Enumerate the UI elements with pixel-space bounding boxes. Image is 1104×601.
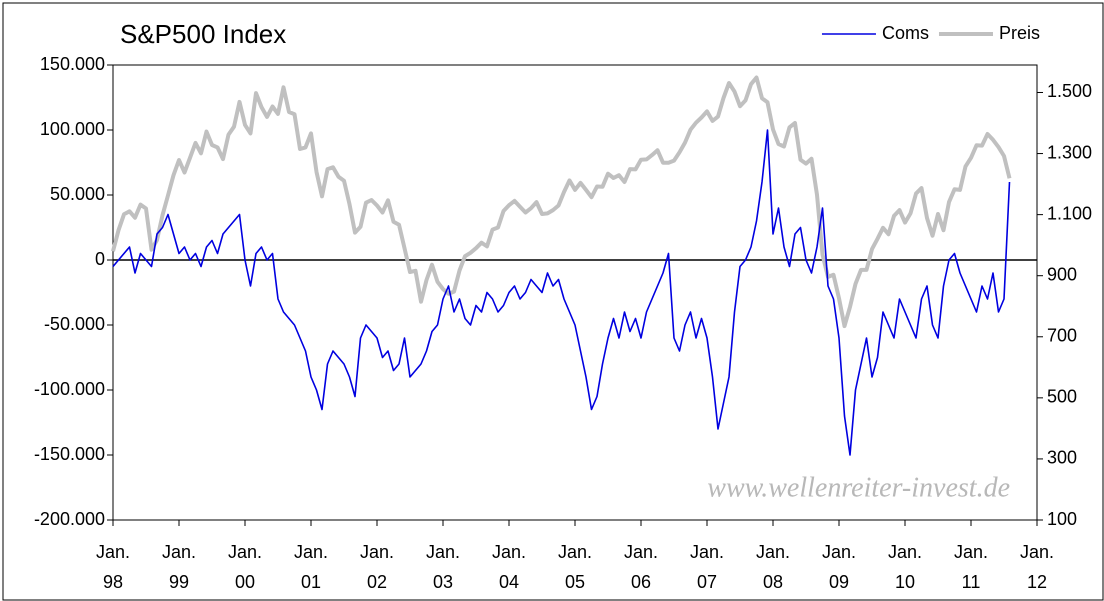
x-tick-label: Jan. 03 — [425, 542, 461, 592]
y-tick-label: -100.000 — [34, 379, 105, 399]
plot-area — [112, 64, 1038, 521]
x-tick-label: Jan. 06 — [623, 542, 659, 592]
y2-tick-label: 500 — [1047, 387, 1077, 407]
x-tick-label: Jan. 09 — [821, 542, 857, 592]
y-tick-label: 0 — [95, 249, 105, 269]
x-tick-label: Jan. 11 — [953, 542, 989, 592]
series-line — [112, 129, 1011, 456]
chart-title: S&P500 Index — [120, 19, 286, 49]
y2-tick-label: 100 — [1047, 509, 1077, 529]
x-tick-label: Jan. 00 — [227, 542, 263, 592]
y2-tick-label: 900 — [1047, 264, 1077, 284]
y2-tick-label: 700 — [1047, 326, 1077, 346]
x-tick-label: Jan. 98 — [95, 542, 131, 592]
series-line — [111, 75, 1012, 329]
x-tick-label: Jan. 05 — [557, 542, 593, 592]
x-tick-label: Jan. 02 — [359, 542, 395, 592]
y-tick-label: -50.000 — [44, 314, 105, 334]
x-tick-label: Jan. 99 — [161, 542, 197, 592]
legend-label: Coms — [882, 23, 929, 43]
y-tick-label: 100.000 — [40, 119, 105, 139]
y-tick-label: -150.000 — [34, 444, 105, 464]
x-tick-label: Jan. 08 — [755, 542, 791, 592]
y-tick-label: -200.000 — [34, 509, 105, 529]
y-tick-label: 50.000 — [50, 184, 105, 204]
x-tick-label: Jan. 04 — [491, 542, 527, 592]
y-tick-label: 150.000 — [40, 54, 105, 74]
x-tick-label: Jan. 07 — [689, 542, 725, 592]
x-tick-label: Jan. 01 — [293, 542, 329, 592]
x-tick-label: Jan. 10 — [887, 542, 923, 592]
y2-tick-label: 1.300 — [1047, 142, 1092, 162]
legend-label: Preis — [999, 23, 1040, 43]
y2-tick-label: 300 — [1047, 448, 1077, 468]
watermark: www.wellenreiter-invest.de — [707, 472, 1010, 503]
x-tick-label: Jan. 12 — [1019, 542, 1055, 592]
y2-tick-label: 1.500 — [1047, 81, 1092, 101]
y2-tick-label: 1.100 — [1047, 203, 1092, 223]
